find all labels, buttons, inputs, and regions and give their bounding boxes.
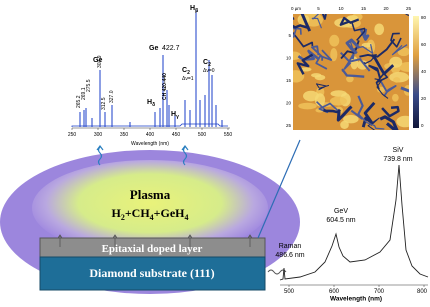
tick-label: 300 <box>94 132 103 138</box>
afm-grain <box>392 94 399 102</box>
line-label: 303.9 <box>97 55 103 68</box>
tick-label: 250 <box>68 132 77 138</box>
afm-grain <box>298 103 317 110</box>
peak-value: 486.6 nm <box>275 252 304 259</box>
afm-grain <box>343 115 358 124</box>
tick-label: 500 <box>198 132 207 138</box>
tick-label: 25 <box>286 123 292 128</box>
x-label: Wavelength (nm) <box>330 296 382 303</box>
tick-label: 500 <box>284 289 295 295</box>
tick-label: 15 <box>286 78 292 83</box>
tick-label: 550 <box>224 132 233 138</box>
tick-label: 60 <box>421 42 427 47</box>
note: Δν=0 <box>203 68 215 74</box>
peak-value: 604.5 nm <box>326 217 355 224</box>
label: C2 <box>203 59 211 68</box>
afm-grain <box>329 35 339 47</box>
figure: Plasma H2+CH4+GeH4 Epitaxial doped layer… <box>0 0 430 302</box>
plasma-title: Plasma <box>130 187 171 202</box>
label: Hδ <box>147 99 155 108</box>
tick-label: 5 <box>288 33 291 38</box>
afm-grain <box>374 23 384 35</box>
tick-label: 20 <box>421 96 427 101</box>
subscript: 4 <box>185 213 189 222</box>
peak-name: GeV <box>334 208 348 215</box>
label: 422.7 <box>162 45 180 52</box>
line-label: 327.0 <box>109 90 115 103</box>
tick-label: 25 <box>406 6 412 11</box>
formula-part: +CH <box>125 206 151 220</box>
subscript: β <box>195 8 198 14</box>
x-label: Wavelength (nm) <box>131 141 169 147</box>
tick-label: 40 <box>421 69 427 74</box>
formula-part: +GeH <box>154 206 185 220</box>
afm-colorbar <box>413 16 419 128</box>
label: CH 420-440 <box>162 73 168 100</box>
label: Hβ <box>190 5 198 14</box>
tick-label: 10 <box>286 56 292 61</box>
tick-label: 0 µm <box>291 6 301 11</box>
tick-label: 5 <box>317 6 320 11</box>
note: Δν=1 <box>182 76 194 82</box>
afm-image: 0 µm 5 10 15 20 25 5 10 15 20 25 80 60 40 20 0 <box>284 0 426 135</box>
tick-label: 20 <box>286 101 292 106</box>
tick-label: 20 <box>383 6 389 11</box>
tick-label: 10 <box>338 6 344 11</box>
peak-name: Raman <box>279 243 302 250</box>
afm-grain <box>311 73 321 77</box>
tick-label: 80 <box>421 15 427 20</box>
substrate-label: Diamond substrate (111) <box>89 266 214 280</box>
tick-label: 700 <box>374 289 385 295</box>
afm-background <box>293 14 409 130</box>
afm-grain <box>393 77 400 83</box>
subscript: δ <box>152 102 155 108</box>
line-label: 275.5 <box>86 79 92 92</box>
line-label: 312.5 <box>101 97 107 110</box>
tick-label: 450 <box>172 132 181 138</box>
afm-grain <box>330 97 347 106</box>
label: C2 <box>182 67 190 76</box>
peak-name: SiV <box>393 147 404 154</box>
tick-label: 600 <box>329 289 340 295</box>
afm-grain <box>396 116 414 127</box>
tick-label: 0 <box>421 123 424 128</box>
tick-label: 350 <box>120 132 129 138</box>
tick-label: 800 <box>417 289 428 295</box>
label: Ge <box>149 45 158 52</box>
epitaxial-label: Epitaxial doped layer <box>102 243 203 255</box>
peak-value: 739.8 nm <box>383 156 412 163</box>
afm-grain <box>305 12 320 17</box>
tick-label: 15 <box>361 6 367 11</box>
subscript: γ <box>176 114 179 120</box>
tick-label: 400 <box>146 132 155 138</box>
